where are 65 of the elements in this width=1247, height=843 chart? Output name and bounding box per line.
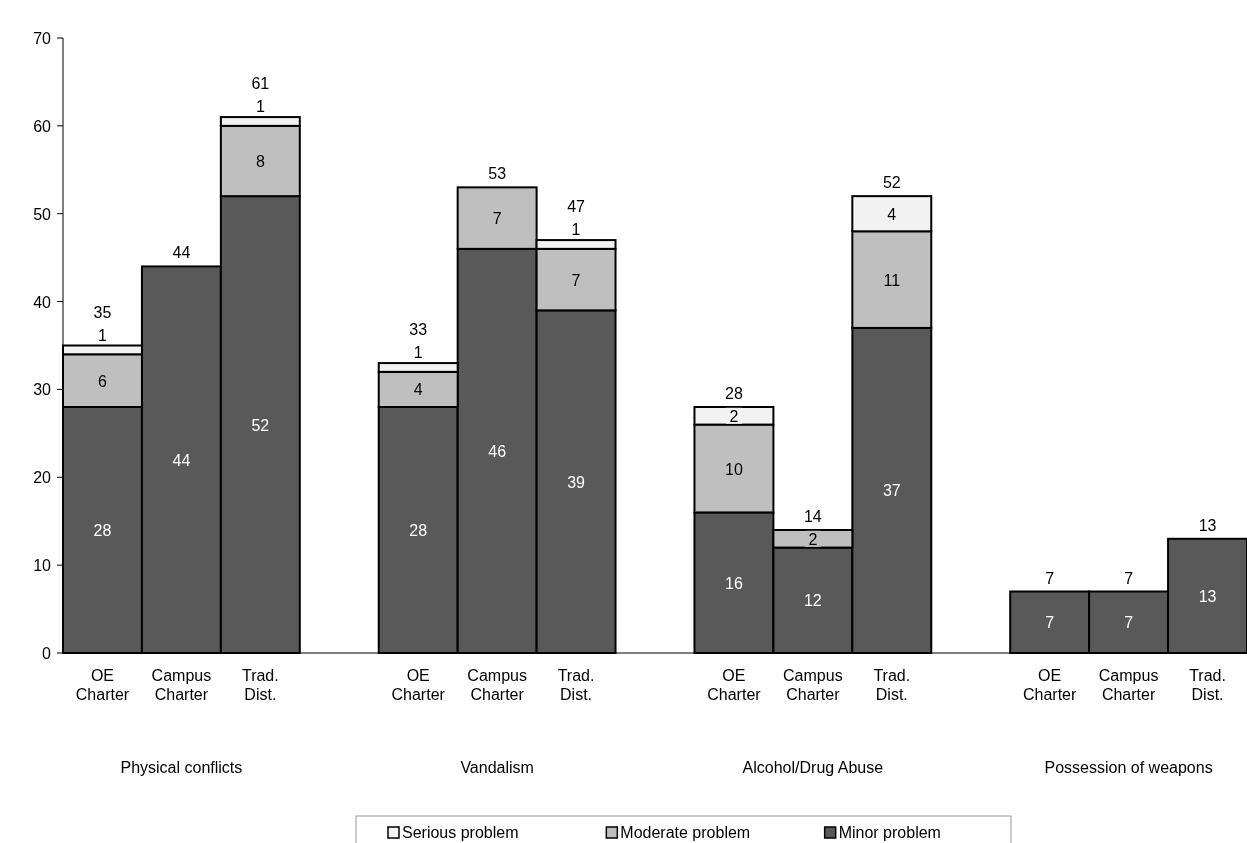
data-label: 4 xyxy=(413,381,423,399)
x-tick-label: Trad. Dist. xyxy=(873,667,911,703)
total-label: 35 xyxy=(93,303,112,321)
data-label: 4 xyxy=(887,205,897,223)
x-tick-label: OE Charter xyxy=(75,667,130,703)
data-label: 7 xyxy=(1124,614,1134,632)
data-label: 16 xyxy=(725,574,743,592)
total-label: 53 xyxy=(488,165,507,183)
data-label: 8 xyxy=(255,153,265,170)
data-label: 46 xyxy=(488,442,507,460)
legend-label: Serious problem xyxy=(402,824,519,841)
x-tick-label: Trad. Dist. xyxy=(241,667,279,703)
text: Vandalism xyxy=(460,759,534,776)
x-tick-label: OE Charter xyxy=(1022,667,1078,703)
y-tick-label: 40 xyxy=(33,293,52,311)
data-label: 11 xyxy=(883,271,901,289)
total-label: 61 xyxy=(251,75,270,93)
total-label: 28 xyxy=(725,385,743,402)
data-label: 2 xyxy=(729,407,739,425)
y-tick-label: 10 xyxy=(33,557,52,575)
data-label: 1 xyxy=(413,344,423,362)
total-label: 47 xyxy=(567,198,586,216)
y-tick-label: 30 xyxy=(33,381,52,399)
total-label: 14 xyxy=(803,508,822,525)
data-label: 28 xyxy=(409,522,428,539)
x-tick-label: Campus Charter xyxy=(1098,667,1159,703)
data-label: 7 xyxy=(571,271,581,289)
data-label: 1 xyxy=(255,98,265,116)
total-label: 13 xyxy=(1198,516,1217,534)
data-label: 10 xyxy=(725,460,743,478)
data-label: 37 xyxy=(882,482,901,500)
data-label: 1 xyxy=(571,221,581,239)
total-label: 7 xyxy=(1045,569,1055,587)
legend-label: Moderate problem xyxy=(620,824,751,841)
x-tick-label: Campus Charter xyxy=(783,667,843,703)
y-tick-label: 50 xyxy=(33,205,52,223)
data-label: 39 xyxy=(567,473,586,491)
data-label: 1 xyxy=(98,326,108,344)
total-label: 44 xyxy=(172,244,191,262)
data-label: 7 xyxy=(1045,614,1055,632)
y-tick-label: 60 xyxy=(33,117,52,135)
x-tick-label: OE Charter xyxy=(707,667,762,703)
data-label: 13 xyxy=(1198,587,1217,605)
data-label: 7 xyxy=(492,210,502,228)
data-label: 12 xyxy=(803,592,822,610)
text: Alcohol/Drug Abuse xyxy=(742,759,884,776)
legend-label: Minor problem xyxy=(838,824,941,841)
data-label: 44 xyxy=(172,451,191,469)
total-label: 52 xyxy=(882,174,901,192)
data-label: 2 xyxy=(808,530,818,548)
x-tick-label: Trad. Dist. xyxy=(1189,667,1226,703)
y-tick-label: 20 xyxy=(33,469,52,487)
data-label: 28 xyxy=(93,522,112,539)
x-tick-label: Trad. Dist. xyxy=(557,667,595,703)
x-tick-label: Campus Charter xyxy=(467,667,527,703)
y-tick-label: 70 xyxy=(33,30,52,47)
x-tick-label: Campus Charter xyxy=(151,667,212,703)
text: Possession of weapons xyxy=(1044,759,1213,776)
data-label: 6 xyxy=(98,372,108,390)
y-tick-label: 0 xyxy=(42,645,52,662)
total-label: 7 xyxy=(1124,569,1134,587)
x-tick-label: OE Charter xyxy=(391,667,446,703)
total-label: 33 xyxy=(409,321,428,339)
data-label: 52 xyxy=(251,416,270,434)
text: Physical conflicts xyxy=(120,759,243,776)
